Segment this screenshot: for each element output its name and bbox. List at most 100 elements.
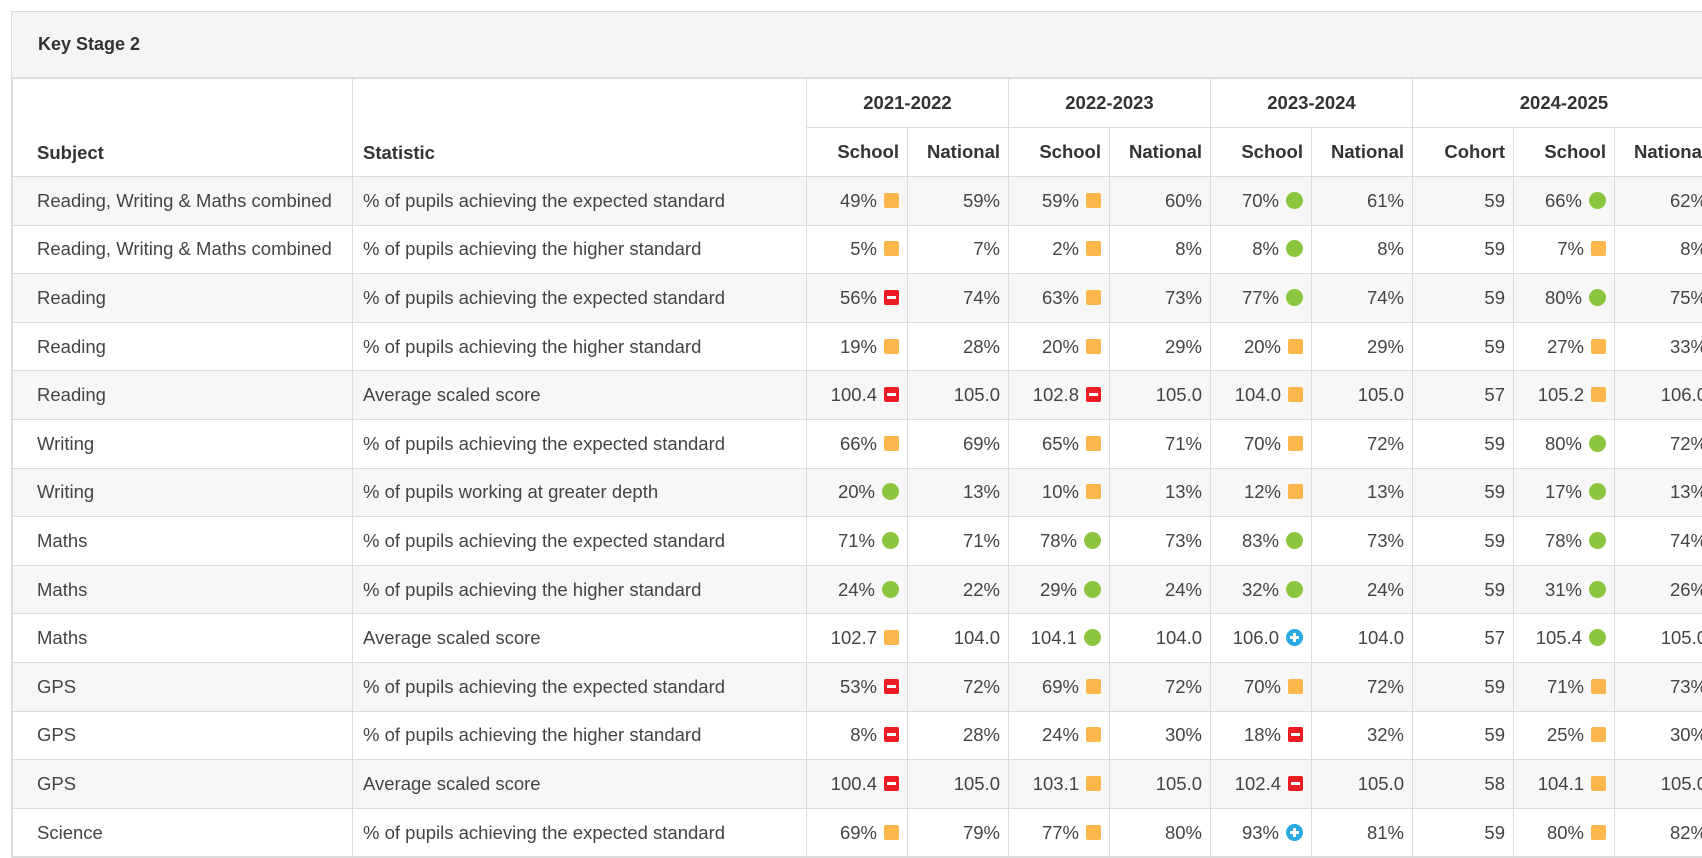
value-text: 78% <box>1040 530 1077 551</box>
value-cell: 18% <box>1211 711 1312 760</box>
table-row: Reading, Writing & Maths combined% of pu… <box>13 225 1702 274</box>
value-text: 59 <box>1484 190 1505 211</box>
column-header: National <box>1615 128 1702 177</box>
value-text: 59 <box>1484 287 1505 308</box>
value-text: 70% <box>1242 190 1279 211</box>
value-text: 33% <box>1670 336 1702 357</box>
value-cell: 29% <box>1110 322 1211 371</box>
value-cell: 73% <box>1615 662 1702 711</box>
value-text: 20% <box>838 481 875 502</box>
column-header: National <box>908 128 1009 177</box>
value-cell: 82% <box>1615 808 1702 857</box>
status-icon <box>1286 289 1303 306</box>
value-text: 102.4 <box>1235 773 1281 794</box>
value-cell: 69% <box>908 419 1009 468</box>
value-cell: 28% <box>908 711 1009 760</box>
value-cell: 104.0 <box>1211 371 1312 420</box>
status-icon <box>1086 484 1101 499</box>
value-cell: 70% <box>1211 419 1312 468</box>
value-text: 29% <box>1367 336 1404 357</box>
value-cell: 75% <box>1615 274 1702 323</box>
value-text: 5% <box>850 238 877 259</box>
value-text: 93% <box>1242 822 1279 843</box>
status-icon <box>1589 289 1606 306</box>
statistic-cell: % of pupils achieving the higher standar… <box>353 565 807 614</box>
value-cell: 104.1 <box>1514 760 1615 809</box>
status-icon <box>1286 192 1303 209</box>
statistic-cell: % of pupils achieving the expected stand… <box>353 419 807 468</box>
value-text: 62% <box>1670 190 1702 211</box>
value-cell: 30% <box>1615 711 1702 760</box>
subject-cell: Reading <box>13 322 353 371</box>
table-row: Maths% of pupils achieving the higher st… <box>13 565 1702 614</box>
value-text: 74% <box>1367 287 1404 308</box>
value-text: 104.1 <box>1031 627 1077 648</box>
value-text: 29% <box>1040 579 1077 600</box>
value-text: 53% <box>840 676 877 697</box>
value-text: 59 <box>1484 433 1505 454</box>
value-cell: 80% <box>1514 419 1615 468</box>
value-text: 13% <box>1367 481 1404 502</box>
status-icon <box>1589 483 1606 500</box>
value-text: 27% <box>1547 336 1584 357</box>
value-cell: 59 <box>1413 225 1514 274</box>
value-cell: 59% <box>908 177 1009 226</box>
value-text: 20% <box>1244 336 1281 357</box>
status-icon <box>1084 581 1101 598</box>
subject-cell: GPS <box>13 662 353 711</box>
status-icon <box>1086 825 1101 840</box>
subject-cell: Writing <box>13 468 353 517</box>
value-cell: 106.0 <box>1211 614 1312 663</box>
status-icon <box>884 776 899 791</box>
value-cell: 32% <box>1211 565 1312 614</box>
value-cell: 10% <box>1009 468 1110 517</box>
value-cell: 80% <box>1514 808 1615 857</box>
value-cell: 19% <box>807 322 908 371</box>
value-text: 56% <box>840 287 877 308</box>
value-text: 24% <box>1042 724 1079 745</box>
table-row: GPS% of pupils achieving the expected st… <box>13 662 1702 711</box>
value-cell: 24% <box>1009 711 1110 760</box>
statistic-cell: Average scaled score <box>353 614 807 663</box>
value-text: 8% <box>850 724 877 745</box>
value-cell: 59 <box>1413 419 1514 468</box>
value-text: 80% <box>1545 433 1582 454</box>
value-cell: 60% <box>1110 177 1211 226</box>
status-icon <box>1286 824 1303 841</box>
value-text: 69% <box>963 433 1000 454</box>
value-cell: 12% <box>1211 468 1312 517</box>
value-cell: 62% <box>1615 177 1702 226</box>
value-cell: 78% <box>1514 517 1615 566</box>
value-text: 73% <box>1367 530 1404 551</box>
value-text: 30% <box>1165 724 1202 745</box>
value-text: 25% <box>1547 724 1584 745</box>
value-cell: 26% <box>1615 565 1702 614</box>
value-text: 69% <box>840 822 877 843</box>
status-icon <box>1589 629 1606 646</box>
value-text: 104.0 <box>1235 384 1281 405</box>
value-text: 105.0 <box>954 773 1000 794</box>
value-text: 106.0 <box>1661 384 1702 405</box>
value-text: 7% <box>1557 238 1584 259</box>
value-cell: 104.0 <box>908 614 1009 663</box>
value-text: 72% <box>1367 433 1404 454</box>
value-text: 59 <box>1484 238 1505 259</box>
value-text: 32% <box>1367 724 1404 745</box>
value-cell: 61% <box>1312 177 1413 226</box>
value-text: 100.4 <box>831 773 877 794</box>
value-text: 12% <box>1244 481 1281 502</box>
value-cell: 8% <box>807 711 908 760</box>
value-cell: 105.0 <box>1312 760 1413 809</box>
value-cell: 105.4 <box>1514 614 1615 663</box>
status-icon <box>1288 776 1303 791</box>
value-cell: 73% <box>1110 274 1211 323</box>
status-icon <box>1086 193 1101 208</box>
value-text: 77% <box>1042 822 1079 843</box>
statistic-cell: % of pupils achieving the expected stand… <box>353 808 807 857</box>
value-cell: 5% <box>807 225 908 274</box>
value-text: 105.4 <box>1536 627 1582 648</box>
value-text: 103.1 <box>1033 773 1079 794</box>
value-cell: 105.0 <box>1110 760 1211 809</box>
value-cell: 31% <box>1514 565 1615 614</box>
